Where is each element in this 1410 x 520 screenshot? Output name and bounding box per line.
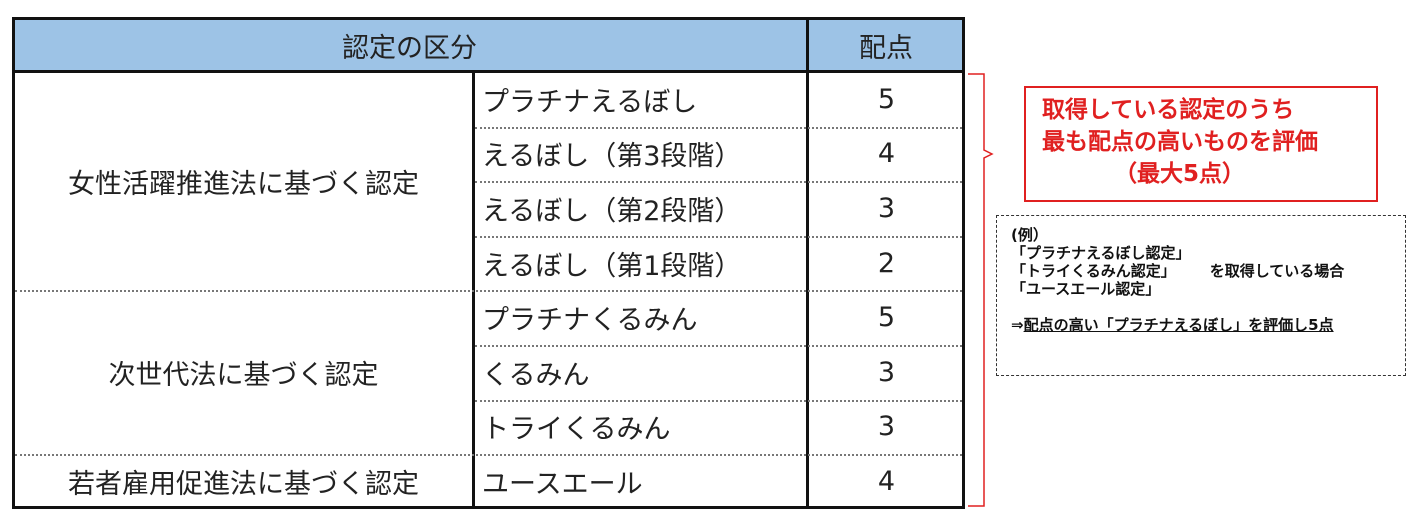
row-divider xyxy=(475,345,962,347)
example-conclusion: 配点の高い「プラチナえるぼし」を評価し5点 xyxy=(1023,316,1334,334)
row-divider xyxy=(475,235,962,238)
arrow: ⇒ xyxy=(1011,316,1024,334)
certification-name: プラチナえるぼし xyxy=(482,86,698,118)
points-value: 5 xyxy=(877,83,896,115)
example-item3: 「ユースエール認定」 xyxy=(1011,280,1161,298)
row-divider xyxy=(475,399,962,402)
row-divider xyxy=(475,126,962,129)
certification-name: ユースエール xyxy=(482,468,643,500)
certification-name: トライくるみん xyxy=(482,414,671,446)
evaluation-note: 取得している認定のうち 最も配点の高いものを評価 （最大5点） xyxy=(1024,86,1378,202)
points-value: 5 xyxy=(877,302,896,334)
points-value: 3 xyxy=(877,192,896,224)
points-value: 4 xyxy=(877,465,896,497)
example-box: (例） 「プラチナえるぼし認定」 「トライくるみん認定」 を取得している場合 「ユ… xyxy=(996,215,1406,376)
certification-name: くるみん xyxy=(482,359,590,391)
points-value: 3 xyxy=(877,356,896,388)
certification-name: えるぼし（第3段階） xyxy=(482,141,742,173)
example-item2: 「トライくるみん認定」 xyxy=(1011,262,1176,280)
divider xyxy=(806,17,809,509)
example-title: (例） xyxy=(1011,226,1048,244)
law-cell: 女性活躍推進法に基づく認定 xyxy=(68,168,419,200)
law-cell: 若者雇用促進法に基づく認定 xyxy=(68,468,419,500)
certification-name: えるぼし（第2段階） xyxy=(482,195,742,227)
row-divider xyxy=(15,454,962,457)
example-item1: 「プラチナえるぼし認定」 xyxy=(1011,244,1191,262)
points-value: 2 xyxy=(877,247,896,279)
certification-name: えるぼし（第1段階） xyxy=(482,250,742,282)
note-line1: 取得している認定のうち xyxy=(1042,97,1295,123)
header-points: 配点 xyxy=(859,32,913,64)
points-value: 3 xyxy=(877,411,896,443)
header-category: 認定の区分 xyxy=(342,32,477,64)
row-divider xyxy=(15,290,962,293)
example-suffix: を取得している場合 xyxy=(1209,262,1345,280)
note-line2: 最も配点の高いものを評価 xyxy=(1042,129,1318,155)
row-divider xyxy=(475,181,962,184)
brace-icon xyxy=(968,73,994,507)
law-cell: 次世代法に基づく認定 xyxy=(108,359,379,391)
certification-name: プラチナくるみん xyxy=(482,305,698,337)
note-line3: （最大5点） xyxy=(1114,161,1246,187)
points-value: 4 xyxy=(877,138,896,170)
